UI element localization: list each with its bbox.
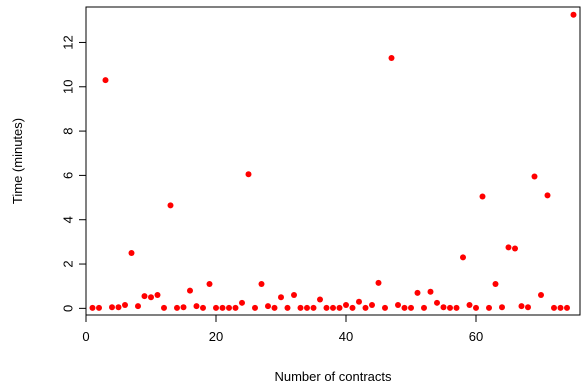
data-point <box>349 304 356 311</box>
x-axis-title: Number of contracts <box>274 369 392 384</box>
x-tick-label: 20 <box>209 329 223 344</box>
data-point <box>115 304 122 311</box>
data-point <box>323 304 330 311</box>
y-tick-label: 8 <box>61 127 76 134</box>
data-point <box>492 280 499 287</box>
data-point <box>369 302 375 309</box>
data-point <box>297 304 304 311</box>
y-tick-label: 4 <box>61 216 76 223</box>
y-tick-label: 6 <box>61 172 76 179</box>
data-point <box>473 304 479 311</box>
data-point <box>564 304 570 311</box>
data-point <box>330 304 336 311</box>
data-point <box>401 304 408 311</box>
data-point <box>317 296 323 303</box>
data-point <box>382 304 388 311</box>
data-point <box>453 304 460 311</box>
data-point <box>343 302 349 309</box>
data-point <box>135 303 141 310</box>
data-point <box>271 304 278 311</box>
data-point <box>219 304 226 311</box>
data-point <box>128 249 135 256</box>
data-point <box>336 304 343 311</box>
data-point <box>538 292 544 299</box>
data-point <box>395 302 401 309</box>
x-tick-label: 60 <box>469 329 483 344</box>
data-point <box>460 254 466 261</box>
data-point <box>479 193 486 200</box>
data-point <box>284 304 291 311</box>
data-point <box>440 304 447 311</box>
y-tick-label: 10 <box>61 80 76 94</box>
data-point <box>427 288 434 295</box>
data-points <box>89 11 577 311</box>
data-point <box>258 280 265 287</box>
data-point <box>148 294 154 301</box>
x-tick-label: 0 <box>82 329 89 344</box>
data-point <box>310 304 317 311</box>
data-point <box>206 280 213 287</box>
data-point <box>518 303 525 310</box>
y-axis: 0 2 4 6 8 10 12 <box>61 35 87 312</box>
data-point <box>486 304 492 311</box>
data-point <box>89 304 96 311</box>
data-point <box>557 304 564 311</box>
plot-area-frame <box>85 6 581 316</box>
data-point <box>421 304 427 311</box>
data-point <box>193 303 200 310</box>
data-point <box>362 304 369 311</box>
y-axis-title: Time (minutes) <box>10 118 25 204</box>
y-tick-label: 2 <box>61 260 76 267</box>
data-point <box>200 304 206 311</box>
data-point <box>388 54 395 61</box>
data-point <box>232 304 239 311</box>
data-point <box>525 304 531 311</box>
data-point <box>551 304 557 311</box>
data-point <box>239 299 245 306</box>
data-point <box>122 302 128 309</box>
data-point <box>187 287 193 294</box>
data-point <box>499 304 505 311</box>
data-point <box>226 304 232 311</box>
data-point <box>141 293 148 300</box>
data-point <box>109 304 115 311</box>
data-point <box>466 302 473 309</box>
data-point <box>408 304 414 311</box>
data-point <box>505 244 512 251</box>
data-point <box>213 304 219 311</box>
data-point <box>304 304 310 311</box>
data-point <box>154 292 161 299</box>
data-point <box>544 192 551 199</box>
data-point <box>161 304 167 311</box>
data-point <box>512 245 518 252</box>
y-tick-label: 12 <box>61 35 76 49</box>
data-point <box>96 304 102 311</box>
data-point <box>570 11 577 18</box>
data-point <box>245 171 252 178</box>
data-point <box>102 77 109 84</box>
data-point <box>356 298 362 305</box>
data-point <box>531 173 538 180</box>
x-tick-label: 40 <box>339 329 353 344</box>
data-point <box>265 303 271 310</box>
data-point <box>447 304 453 311</box>
data-point <box>180 304 187 311</box>
data-point <box>174 304 180 311</box>
x-axis: 0 20 40 60 <box>82 314 483 344</box>
data-point <box>414 289 421 296</box>
data-point <box>434 299 440 306</box>
data-point <box>291 292 297 299</box>
data-point <box>375 279 382 286</box>
data-point <box>167 202 174 209</box>
data-point <box>278 294 284 301</box>
y-tick-label: 0 <box>61 305 76 312</box>
data-point <box>252 304 258 311</box>
